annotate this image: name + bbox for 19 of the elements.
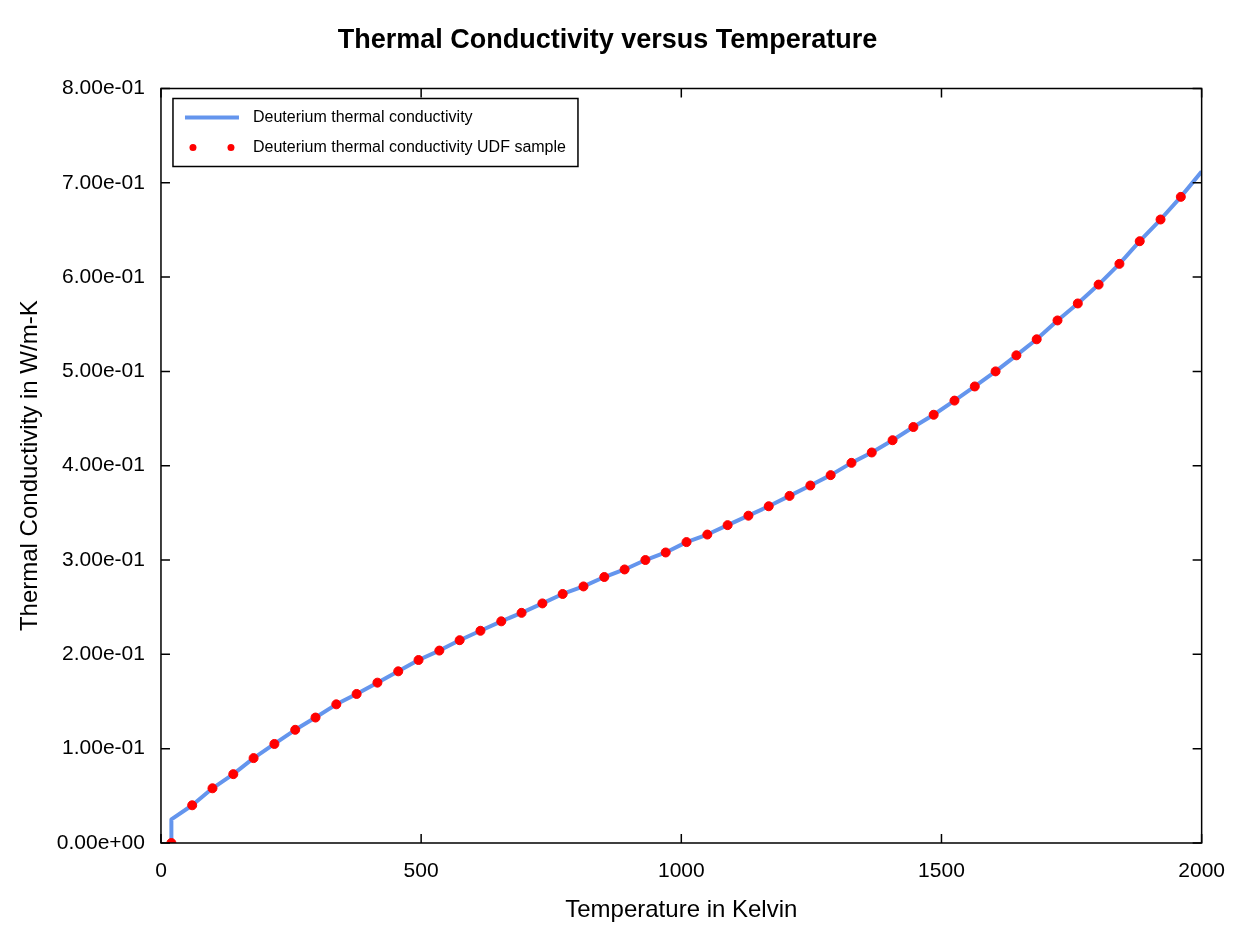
x-axis-title: Temperature in Kelvin — [565, 895, 798, 923]
y-tick-label: 0.00e+00 — [56, 829, 145, 853]
y-tick-label: 6.00e-01 — [62, 263, 145, 287]
x-tick-label: 2000 — [1178, 858, 1225, 882]
y-tick-label: 2.00e-01 — [62, 641, 145, 665]
x-tick-label: 1000 — [657, 858, 705, 882]
x-tick-label: 500 — [403, 858, 439, 882]
y-tick-label: 5.00e-01 — [62, 358, 145, 382]
y-tick-label: 1.00e-01 — [62, 735, 145, 759]
y-tick-label: 4.00e-01 — [62, 452, 145, 476]
y-tick-label: 8.00e-01 — [62, 75, 145, 99]
y-axis-title: Thermal Conductivity in W/m-K — [15, 300, 43, 632]
y-tick-label: 3.00e-01 — [62, 546, 145, 570]
x-tick-label: 0 — [155, 858, 167, 882]
legend-label: Deuterium thermal conductivity UDF sample — [252, 137, 567, 155]
y-tick-label: 7.00e-01 — [62, 169, 145, 193]
legend-label: Deuterium thermal conductivity — [252, 107, 473, 125]
chart-title: Thermal Conductivity versus Temperature — [337, 23, 878, 54]
x-tick-label: 1500 — [918, 858, 965, 882]
